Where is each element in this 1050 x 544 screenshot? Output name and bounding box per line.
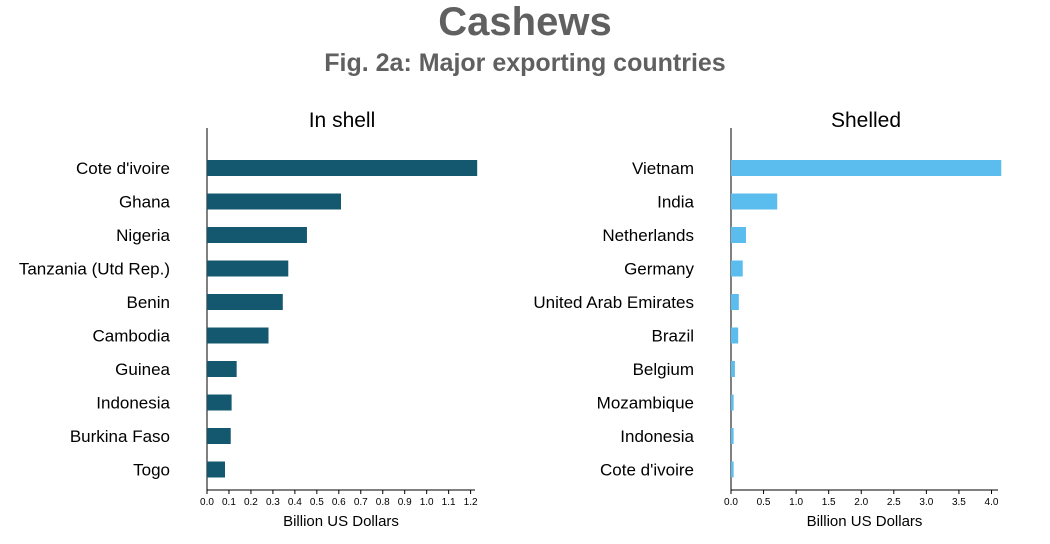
shelled-x-tick-label: 4.0 (985, 497, 999, 508)
shelled-category-label: Belgium (633, 360, 694, 379)
chart-subtitle: Fig. 2a: Major exporting countries (324, 49, 726, 77)
shelled-panel-title: Shelled (831, 109, 901, 132)
shelled-bar (731, 327, 739, 344)
shelled-x-tick-label: 2.5 (887, 497, 901, 508)
shelled-category-label: India (657, 193, 694, 212)
in-shell-x-tick-label: 0.4 (288, 497, 302, 508)
in-shell-x-tick-label: 0.1 (222, 497, 236, 508)
chart-title: Cashews (438, 0, 612, 44)
shelled-category-label: Netherlands (602, 226, 694, 245)
shelled-category-label: Brazil (651, 327, 694, 346)
shelled-bar (731, 294, 739, 310)
in-shell-category-label: Benin (127, 293, 170, 312)
shelled-bar (731, 361, 735, 377)
shelled-bar (731, 428, 734, 444)
shelled-x-tick-label: 3.0 (919, 497, 933, 508)
shelled-x-tick-label: 1.0 (789, 497, 803, 508)
shelled-bar (731, 394, 734, 411)
shelled-category-label: United Arab Emirates (533, 293, 694, 312)
in-shell-x-tick-label: 0.9 (398, 497, 412, 508)
in-shell-x-tick-label: 0.0 (200, 497, 214, 508)
shelled-x-axis-label: Billion US Dollars (807, 513, 923, 530)
shelled-category-label: Cote d'ivoire (600, 461, 694, 480)
shelled-bar (731, 193, 778, 210)
in-shell-category-label: Indonesia (96, 394, 170, 413)
in-shell-x-tick-label: 0.6 (332, 497, 346, 508)
in-shell-bar (207, 193, 341, 210)
shelled-x-tick-label: 0.5 (757, 497, 771, 508)
shelled-x-tick-label: 2.0 (854, 497, 868, 508)
in-shell-category-label: Cambodia (93, 327, 171, 346)
in-shell-bar (207, 428, 231, 444)
in-shell-x-tick-label: 0.2 (244, 497, 258, 508)
in-shell-x-tick-label: 1.2 (464, 497, 478, 508)
in-shell-category-label: Nigeria (116, 226, 170, 245)
in-shell-x-axis-label: Billion US Dollars (283, 513, 399, 530)
in-shell-category-label: Guinea (115, 360, 170, 379)
in-shell-category-label: Tanzania (Utd Rep.) (19, 260, 170, 279)
in-shell-x-tick-label: 1.1 (442, 497, 456, 508)
in-shell-x-tick-label: 0.3 (266, 497, 280, 508)
shelled-bar (731, 461, 734, 478)
in-shell-bar (207, 260, 289, 277)
shelled-bar (731, 160, 1002, 176)
in-shell-category-label: Cote d'ivoire (76, 159, 170, 178)
in-shell-category-label: Ghana (119, 193, 171, 212)
shelled-category-label: Vietnam (632, 159, 694, 178)
in-shell-x-tick-label: 0.7 (354, 497, 368, 508)
shelled-x-tick-label: 1.5 (822, 497, 836, 508)
in-shell-bar (207, 361, 237, 377)
in-shell-category-label: Burkina Faso (70, 427, 170, 446)
shelled-bar (731, 260, 743, 277)
shelled-category-label: Indonesia (620, 427, 694, 446)
in-shell-bar (207, 394, 232, 411)
in-shell-category-label: Togo (133, 461, 170, 480)
in-shell-bar (207, 227, 307, 243)
in-shell-x-tick-label: 0.5 (310, 497, 324, 508)
in-shell-x-tick-label: 0.8 (376, 497, 390, 508)
shelled-bar (731, 227, 746, 243)
in-shell-panel-title: In shell (309, 109, 376, 132)
in-shell-x-tick-label: 1.0 (420, 497, 434, 508)
shelled-x-tick-label: 0.0 (724, 497, 738, 508)
in-shell-bar (207, 160, 478, 176)
shelled-x-tick-label: 3.5 (952, 497, 966, 508)
in-shell-bar (207, 327, 269, 344)
in-shell-bar (207, 294, 283, 310)
shelled-category-label: Germany (624, 260, 694, 279)
shelled-category-label: Mozambique (597, 394, 694, 413)
in-shell-bar (207, 461, 226, 478)
